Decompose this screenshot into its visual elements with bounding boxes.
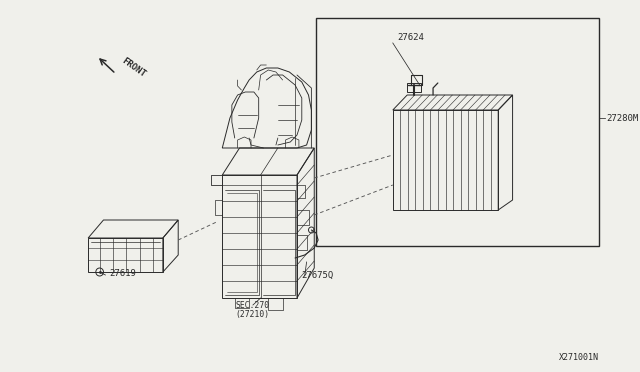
Text: 27619: 27619 (109, 269, 136, 278)
Bar (316, 18, 599, 246)
Text: (27210): (27210) (236, 310, 270, 319)
Text: 27280M: 27280M (607, 114, 639, 123)
Text: 27624: 27624 (397, 33, 424, 42)
Text: 27675Q: 27675Q (302, 271, 334, 280)
Polygon shape (407, 83, 420, 92)
Text: SEC.270: SEC.270 (236, 301, 270, 310)
Text: X271001N: X271001N (559, 353, 599, 362)
Text: FRONT: FRONT (120, 57, 147, 79)
